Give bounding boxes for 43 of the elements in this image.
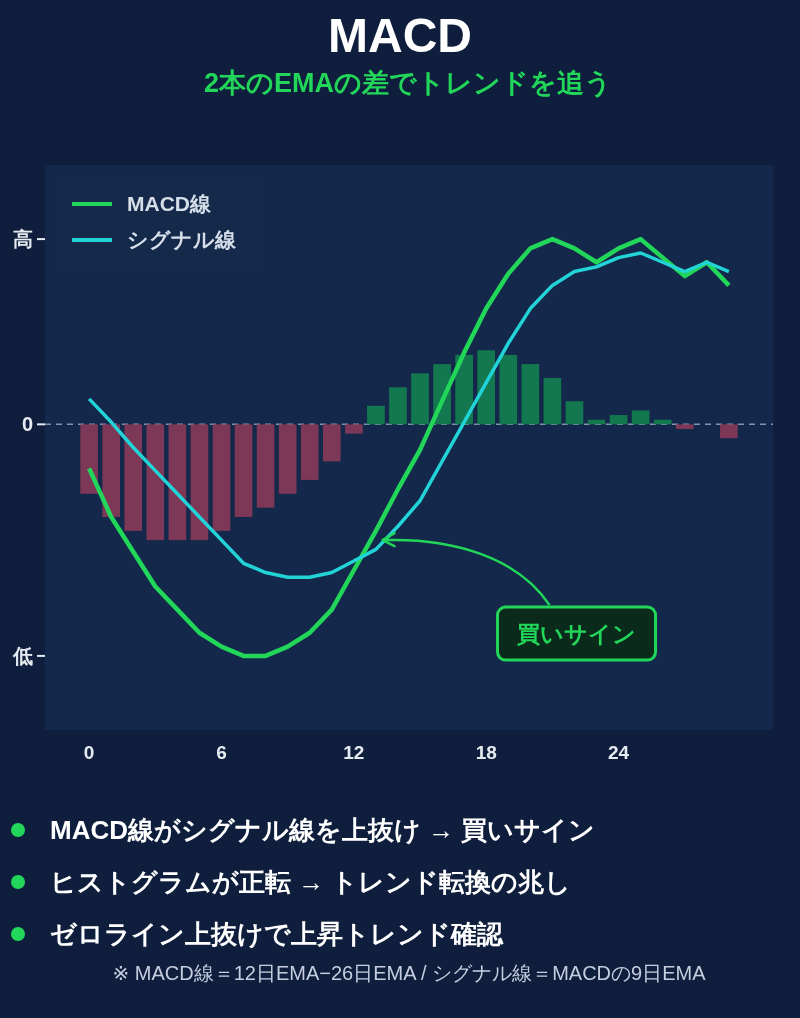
bar [477, 350, 496, 425]
bar [80, 424, 98, 494]
callout: 買いサイン [496, 605, 658, 662]
text: 低 [12, 644, 33, 667]
bar [389, 387, 407, 425]
bar [146, 424, 165, 541]
x-tick-label: 24 [608, 742, 630, 763]
bar [499, 354, 518, 425]
bar [565, 401, 584, 425]
chart-subtitle: 2本のEMAの差でトレンドを追う [203, 68, 613, 98]
bar [278, 424, 297, 494]
bar [675, 424, 694, 429]
text: ゼロライン上抜けで上昇トレンド確認 [50, 919, 504, 949]
ref-line-label: 0 [21, 413, 33, 436]
bar [720, 424, 738, 439]
bar [322, 424, 341, 462]
chart-title: MACD [328, 9, 472, 62]
bar [631, 410, 650, 425]
bar [190, 424, 209, 541]
bar [102, 424, 121, 517]
bar [521, 364, 540, 425]
text: ※ MACD線＝12日EMA−26日EMA / シグナル線＝MACDの9日EMA [112, 962, 707, 984]
text: MACD線がシグナル線を上抜け → 買いサイン [50, 815, 596, 845]
bar [300, 424, 319, 480]
bar [168, 424, 187, 541]
text: 高 [13, 228, 33, 251]
bar [234, 424, 253, 517]
bar [345, 424, 363, 434]
bar [256, 424, 275, 508]
bar [124, 424, 143, 531]
bar [367, 405, 385, 425]
bar [609, 415, 628, 425]
legend-label: シグナル線 [127, 228, 237, 251]
x-tick-label: 0 [83, 742, 95, 763]
x-tick-label: 12 [343, 742, 365, 763]
bar [543, 378, 562, 425]
text: ヒストグラムが正転 → トレンド転換の兆し [50, 867, 572, 897]
legend-label: MACD線 [127, 192, 212, 215]
x-tick-label: 6 [216, 742, 227, 763]
annotation: 買いサイン [516, 621, 637, 648]
x-tick-label: 18 [475, 742, 497, 763]
bar [212, 424, 231, 531]
bar [411, 373, 429, 425]
